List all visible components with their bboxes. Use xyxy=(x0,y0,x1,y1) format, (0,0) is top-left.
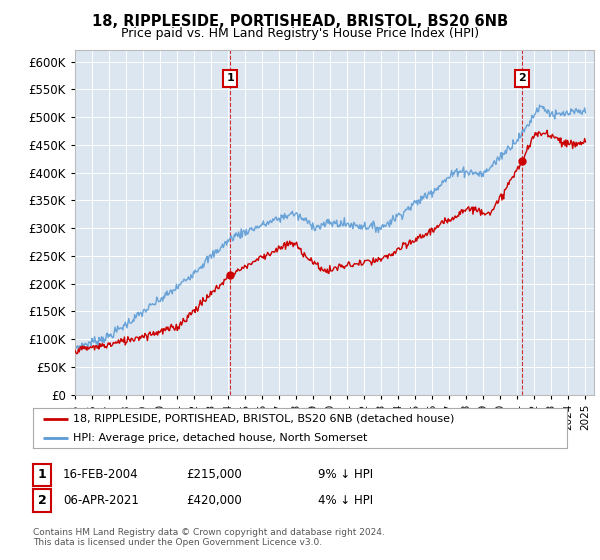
Text: 18, RIPPLESIDE, PORTISHEAD, BRISTOL, BS20 6NB (detached house): 18, RIPPLESIDE, PORTISHEAD, BRISTOL, BS2… xyxy=(73,414,454,424)
Text: 1: 1 xyxy=(38,468,46,482)
Text: HPI: Average price, detached house, North Somerset: HPI: Average price, detached house, Nort… xyxy=(73,433,367,443)
Text: 9% ↓ HPI: 9% ↓ HPI xyxy=(318,468,373,482)
Text: 2: 2 xyxy=(38,494,46,507)
Text: Price paid vs. HM Land Registry's House Price Index (HPI): Price paid vs. HM Land Registry's House … xyxy=(121,27,479,40)
Text: 2: 2 xyxy=(518,73,526,83)
Text: Contains HM Land Registry data © Crown copyright and database right 2024.
This d: Contains HM Land Registry data © Crown c… xyxy=(33,528,385,548)
Text: 4% ↓ HPI: 4% ↓ HPI xyxy=(318,494,373,507)
Text: 1: 1 xyxy=(226,73,234,83)
Text: £215,000: £215,000 xyxy=(186,468,242,482)
Text: 18, RIPPLESIDE, PORTISHEAD, BRISTOL, BS20 6NB: 18, RIPPLESIDE, PORTISHEAD, BRISTOL, BS2… xyxy=(92,14,508,29)
Text: 16-FEB-2004: 16-FEB-2004 xyxy=(63,468,139,482)
Text: £420,000: £420,000 xyxy=(186,494,242,507)
Text: 06-APR-2021: 06-APR-2021 xyxy=(63,494,139,507)
